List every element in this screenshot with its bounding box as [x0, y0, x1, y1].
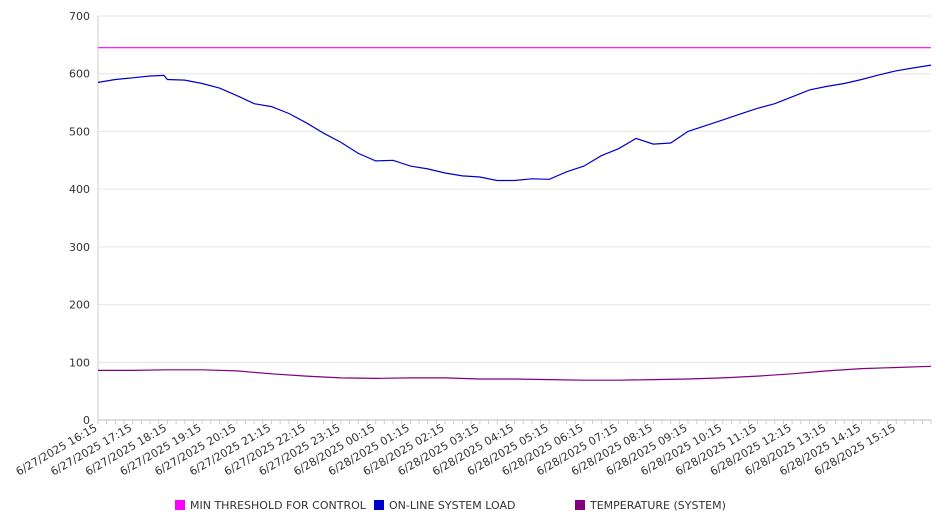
y-tick-label: 700: [69, 10, 90, 23]
legend-entry: MIN THRESHOLD FOR CONTROL: [175, 499, 367, 512]
legend: MIN THRESHOLD FOR CONTROL ON-LINE SYSTEM …: [175, 499, 726, 512]
series-line-1: [97, 64, 932, 182]
y-tick-label: 600: [69, 68, 90, 81]
legend-label: MIN THRESHOLD FOR CONTROL: [190, 499, 367, 512]
y-tick-label: 200: [69, 299, 90, 312]
y-tick-label: 300: [69, 241, 90, 254]
legend-swatch: [374, 500, 384, 510]
series-line-2: [98, 365, 932, 381]
legend-label: TEMPERATURE (SYSTEM): [589, 499, 726, 512]
x-tick-labels: 6/27/2025 16:156/27/2025 17:156/27/2025 …: [14, 421, 898, 478]
legend-label: ON-LINE SYSTEM LOAD: [389, 499, 515, 512]
y-tick-label: 500: [69, 125, 90, 138]
y-tick-label: 0: [83, 414, 90, 427]
legend-entry: TEMPERATURE (SYSTEM): [575, 499, 726, 512]
y-tick-label: 400: [69, 183, 90, 196]
legend-swatch: [175, 500, 185, 510]
series-lines: [97, 47, 932, 381]
y-tick-labels: 0 100 200 300 400 500 600 700: [69, 10, 90, 427]
legend-entry: ON-LINE SYSTEM LOAD: [374, 499, 515, 512]
axes: [97, 16, 932, 424]
y-tick-label: 100: [69, 356, 90, 369]
legend-swatch: [575, 500, 585, 510]
grid-lines: [98, 15, 931, 421]
